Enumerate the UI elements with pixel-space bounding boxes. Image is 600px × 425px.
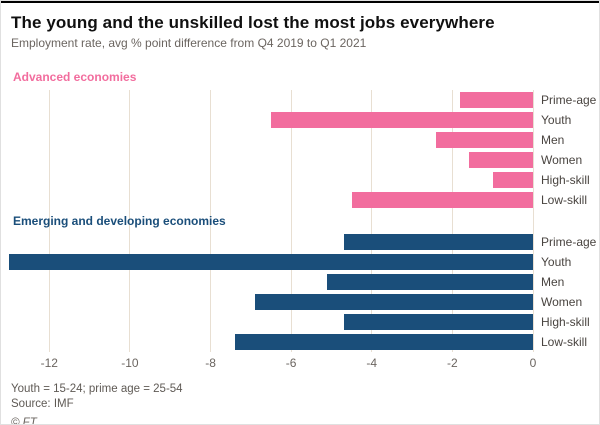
bar: [351, 192, 533, 208]
bar-group-advanced: Prime-age Youth Men Women High-skill Low-skil…: [9, 90, 596, 210]
bar-row: Prime-age: [9, 90, 596, 110]
category-label: Low-skill: [541, 335, 588, 349]
gridline: [210, 90, 212, 352]
category-label: Prime-age: [541, 93, 597, 107]
page-title: The young and the unskilled lost the mos…: [11, 13, 495, 32]
top-rule: [1, 1, 599, 3]
category-label: Youth: [541, 113, 572, 127]
x-tick-label: -2: [447, 356, 458, 370]
bar: [343, 314, 533, 330]
footnote: Youth = 15-24; prime age = 25-54: [11, 383, 183, 395]
bar-row: High-skill: [9, 170, 590, 190]
category-label: Men: [541, 275, 565, 289]
bar: [271, 112, 533, 128]
bar: [343, 234, 533, 250]
category-label: High-skill: [541, 315, 590, 329]
bar-row: Women: [9, 150, 582, 170]
category-label: Youth: [541, 255, 572, 269]
chart-footer: Youth = 15-24; prime age = 25-54 Source:…: [11, 382, 589, 425]
bar-group-emerging: Prime-age Youth Men Women High-skill Low-skil…: [9, 232, 596, 352]
ft-credit: © FT: [11, 416, 37, 425]
chart-subtitle: Employment rate, avg % point difference …: [11, 36, 367, 50]
x-axis: -12 -10 -8 -6 -4 -2 0: [9, 352, 537, 370]
category-label: Prime-age: [541, 235, 597, 249]
bar-row: Low-skill: [9, 190, 587, 210]
bar: [468, 152, 533, 168]
x-tick-label: -8: [205, 356, 216, 370]
bar-row: Youth: [9, 110, 571, 130]
bar-row: Prime-age: [9, 232, 596, 252]
bar: [9, 254, 533, 270]
bar: [254, 294, 533, 310]
group-label-advanced-economies: Advanced economies: [13, 70, 137, 84]
gridline: [371, 90, 373, 352]
bar-row: Men: [9, 130, 564, 150]
gridline: [451, 90, 453, 352]
x-tick-label: -10: [121, 356, 139, 370]
gridline: [290, 90, 292, 352]
gridline: [48, 90, 50, 352]
category-label: Low-skill: [541, 193, 588, 207]
bar-row: Women: [9, 292, 582, 312]
bar: [327, 274, 533, 290]
source-note: Source: IMF: [11, 397, 74, 410]
bar-row: Men: [9, 272, 564, 292]
x-tick-label: 0: [529, 356, 537, 370]
x-tick-label: -12: [40, 356, 58, 370]
x-tick-label: -6: [285, 356, 297, 370]
x-tick-label: -4: [366, 356, 378, 370]
group-label-emerging-economies: Emerging and developing economies: [13, 214, 226, 228]
bar: [234, 334, 533, 350]
bar-row: Youth: [9, 252, 571, 272]
category-label: Women: [541, 153, 583, 167]
bar: [460, 92, 533, 108]
bar: [436, 132, 533, 148]
category-label: Women: [541, 295, 583, 309]
bar-row: High-skill: [9, 312, 590, 332]
gridline: [532, 90, 534, 352]
gridline: [129, 90, 131, 352]
plot-area: Prime-age Youth Men Women High-skill Low-skil…: [9, 90, 596, 352]
bar-row: Low-skill: [9, 332, 587, 352]
category-label: High-skill: [541, 173, 590, 187]
bar: [492, 172, 533, 188]
category-label: Men: [541, 133, 565, 147]
